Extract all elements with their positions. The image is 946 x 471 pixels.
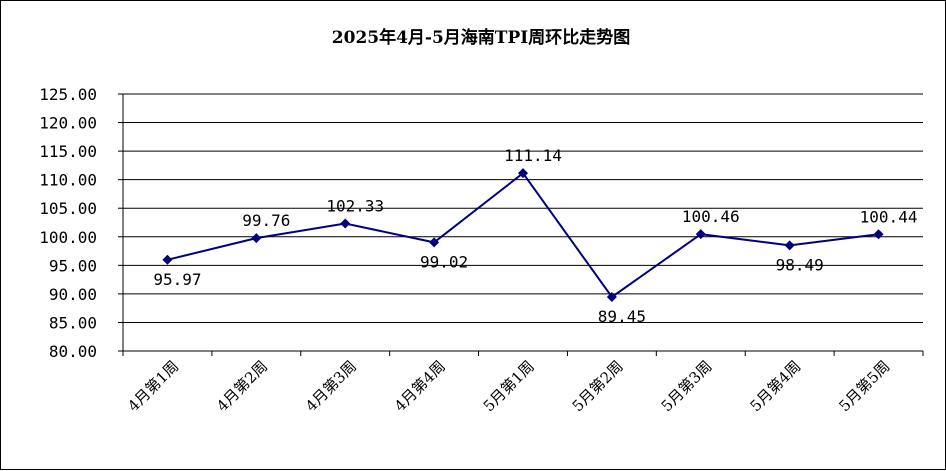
x-axis-tick-labels: 4月第1周 4月第2周 4月第3周 4月第4周 5月第1周 5月第2周 5月第3周 5月第4周… (124, 357, 893, 415)
data-label: 99.76 (242, 211, 290, 230)
axes (118, 93, 924, 356)
y-tick-label: 105.00 (39, 199, 97, 218)
x-tick-label: 4月第4周 (391, 357, 449, 415)
x-tick-label: 5月第5周 (835, 357, 893, 415)
x-tick-label: 4月第2周 (213, 357, 271, 415)
x-tick-label: 5月第2周 (569, 357, 627, 415)
y-tick-label: 110.00 (39, 171, 97, 190)
series-line (167, 171, 879, 299)
y-tick-label: 85.00 (49, 313, 97, 332)
data-labels: 95.97 99.76 102.33 99.02 111.14 89.45 100.46 98… (153, 146, 917, 326)
data-label: 100.46 (682, 207, 740, 226)
data-markers (162, 168, 884, 303)
data-point-marker (162, 254, 173, 265)
series-line-layer (167, 171, 879, 299)
gridlines (123, 93, 923, 323)
y-tick-label: 120.00 (39, 114, 97, 133)
data-label: 100.44 (860, 207, 918, 226)
data-point-marker (695, 229, 706, 240)
x-tick-label: 4月第3周 (302, 357, 360, 415)
x-tick-label: 5月第3周 (658, 357, 716, 415)
y-tick-label: 90.00 (49, 285, 97, 304)
data-point-marker (518, 168, 528, 179)
data-label: 111.14 (504, 146, 562, 165)
data-label: 99.02 (420, 252, 468, 271)
x-tick-label: 4月第1周 (124, 357, 182, 415)
x-tick-label: 5月第4周 (746, 357, 804, 415)
data-point-marker (429, 237, 440, 248)
y-axis-tick-labels: 80.00 85.00 90.00 95.00 100.00 105.00 110.00 11… (39, 85, 97, 361)
data-point-marker (873, 229, 884, 240)
data-label: 102.33 (326, 196, 384, 215)
data-label: 98.49 (776, 255, 824, 274)
y-tick-label: 125.00 (39, 85, 97, 104)
y-tick-label: 100.00 (39, 228, 97, 247)
y-tick-label: 95.00 (49, 256, 97, 275)
data-point-marker (251, 233, 262, 244)
y-tick-label: 80.00 (49, 342, 97, 361)
data-point-marker (340, 218, 351, 229)
data-point-marker (784, 240, 795, 251)
x-tick-label: 5月第1周 (480, 357, 538, 415)
data-point-marker (606, 292, 617, 303)
chart-title: 2025年4月-5月海南TPI周环比走势图 (332, 27, 630, 48)
y-tick-label: 115.00 (39, 142, 97, 161)
data-label: 95.97 (153, 270, 201, 289)
data-label: 89.45 (598, 307, 646, 326)
